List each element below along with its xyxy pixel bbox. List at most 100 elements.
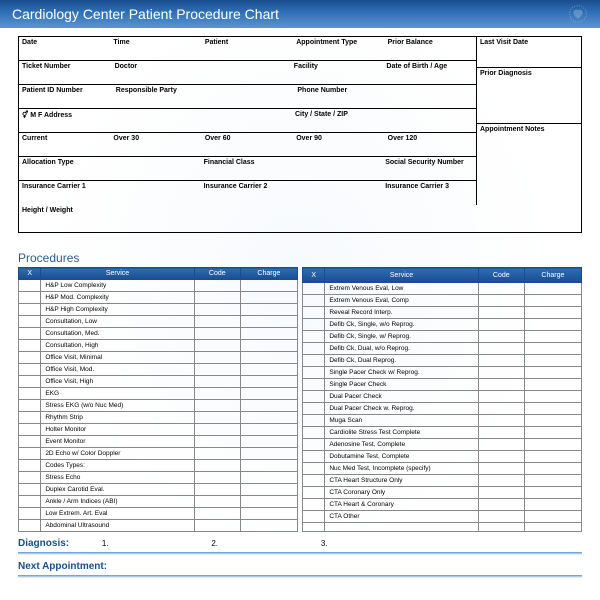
proc-charge[interactable] <box>240 484 297 496</box>
proc-x[interactable] <box>19 376 41 388</box>
proc-charge[interactable] <box>524 415 581 427</box>
proc-x[interactable] <box>303 511 325 523</box>
proc-charge[interactable] <box>524 391 581 403</box>
proc-x[interactable] <box>19 400 41 412</box>
proc-code[interactable] <box>478 391 524 403</box>
proc-code[interactable] <box>194 496 240 508</box>
proc-charge[interactable] <box>524 307 581 319</box>
proc-x[interactable] <box>303 307 325 319</box>
proc-charge[interactable] <box>524 487 581 499</box>
proc-x[interactable] <box>303 415 325 427</box>
proc-x[interactable] <box>19 364 41 376</box>
proc-charge[interactable] <box>524 523 581 532</box>
proc-charge[interactable] <box>240 424 297 436</box>
proc-code[interactable] <box>194 304 240 316</box>
proc-charge[interactable] <box>240 316 297 328</box>
proc-charge[interactable] <box>524 463 581 475</box>
proc-x[interactable] <box>19 328 41 340</box>
proc-charge[interactable] <box>524 343 581 355</box>
proc-x[interactable] <box>303 367 325 379</box>
proc-code[interactable] <box>478 475 524 487</box>
proc-x[interactable] <box>303 403 325 415</box>
proc-charge[interactable] <box>524 283 581 295</box>
proc-x[interactable] <box>303 451 325 463</box>
proc-charge[interactable] <box>524 355 581 367</box>
proc-charge[interactable] <box>240 472 297 484</box>
proc-code[interactable] <box>194 364 240 376</box>
proc-charge[interactable] <box>240 328 297 340</box>
proc-code[interactable] <box>194 424 240 436</box>
proc-x[interactable] <box>19 316 41 328</box>
proc-code[interactable] <box>194 448 240 460</box>
proc-code[interactable] <box>478 427 524 439</box>
proc-charge[interactable] <box>240 388 297 400</box>
proc-code[interactable] <box>194 460 240 472</box>
proc-charge[interactable] <box>524 379 581 391</box>
proc-x[interactable] <box>303 475 325 487</box>
proc-code[interactable] <box>478 487 524 499</box>
proc-charge[interactable] <box>240 508 297 520</box>
proc-x[interactable] <box>303 379 325 391</box>
proc-code[interactable] <box>478 415 524 427</box>
proc-code[interactable] <box>478 511 524 523</box>
proc-code[interactable] <box>194 376 240 388</box>
proc-x[interactable] <box>19 472 41 484</box>
proc-code[interactable] <box>194 388 240 400</box>
proc-x[interactable] <box>303 283 325 295</box>
proc-x[interactable] <box>303 295 325 307</box>
proc-x[interactable] <box>19 496 41 508</box>
proc-x[interactable] <box>19 292 41 304</box>
proc-code[interactable] <box>194 436 240 448</box>
proc-code[interactable] <box>478 403 524 415</box>
proc-x[interactable] <box>303 343 325 355</box>
proc-x[interactable] <box>19 388 41 400</box>
proc-code[interactable] <box>194 328 240 340</box>
proc-code[interactable] <box>194 520 240 532</box>
proc-code[interactable] <box>478 523 524 532</box>
proc-charge[interactable] <box>240 280 297 292</box>
proc-x[interactable] <box>303 523 325 532</box>
proc-charge[interactable] <box>524 319 581 331</box>
proc-x[interactable] <box>19 424 41 436</box>
proc-x[interactable] <box>303 391 325 403</box>
proc-x[interactable] <box>19 508 41 520</box>
proc-charge[interactable] <box>240 364 297 376</box>
proc-code[interactable] <box>478 295 524 307</box>
proc-code[interactable] <box>478 367 524 379</box>
proc-x[interactable] <box>19 460 41 472</box>
proc-charge[interactable] <box>524 295 581 307</box>
proc-x[interactable] <box>19 436 41 448</box>
proc-code[interactable] <box>194 340 240 352</box>
proc-x[interactable] <box>19 352 41 364</box>
proc-code[interactable] <box>194 400 240 412</box>
proc-charge[interactable] <box>524 439 581 451</box>
proc-x[interactable] <box>303 427 325 439</box>
proc-charge[interactable] <box>240 292 297 304</box>
proc-code[interactable] <box>194 292 240 304</box>
proc-code[interactable] <box>478 355 524 367</box>
proc-code[interactable] <box>478 283 524 295</box>
proc-x[interactable] <box>303 499 325 511</box>
proc-x[interactable] <box>303 355 325 367</box>
proc-x[interactable] <box>19 304 41 316</box>
proc-charge[interactable] <box>524 451 581 463</box>
proc-code[interactable] <box>478 331 524 343</box>
proc-x[interactable] <box>303 319 325 331</box>
proc-charge[interactable] <box>524 427 581 439</box>
proc-charge[interactable] <box>524 499 581 511</box>
proc-charge[interactable] <box>524 511 581 523</box>
proc-code[interactable] <box>478 343 524 355</box>
proc-code[interactable] <box>194 280 240 292</box>
proc-charge[interactable] <box>240 520 297 532</box>
proc-x[interactable] <box>303 331 325 343</box>
proc-charge[interactable] <box>524 403 581 415</box>
proc-code[interactable] <box>478 319 524 331</box>
proc-x[interactable] <box>19 448 41 460</box>
proc-charge[interactable] <box>240 400 297 412</box>
proc-charge[interactable] <box>240 376 297 388</box>
proc-charge[interactable] <box>240 448 297 460</box>
proc-x[interactable] <box>19 340 41 352</box>
proc-x[interactable] <box>303 487 325 499</box>
proc-x[interactable] <box>19 412 41 424</box>
proc-x[interactable] <box>303 439 325 451</box>
